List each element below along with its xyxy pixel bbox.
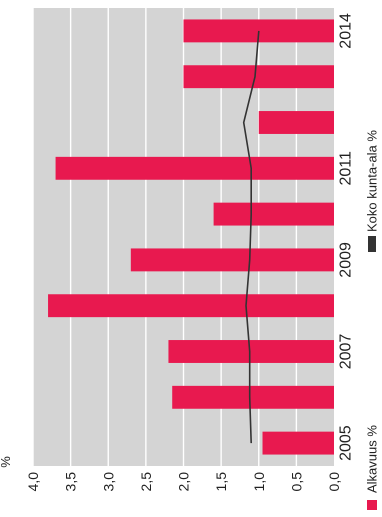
value-axis-unit: % xyxy=(0,456,13,468)
bar-2012 xyxy=(258,111,334,134)
bar-2005 xyxy=(262,431,334,455)
category-tick-label: 2014 xyxy=(337,13,354,49)
bar-2008 xyxy=(48,294,335,318)
bar-2006 xyxy=(172,385,334,409)
category-tick-label: 2005 xyxy=(337,425,354,461)
bar-2013 xyxy=(183,65,334,89)
value-tick-label: 4,0 xyxy=(25,472,41,492)
line-Koko kunta-ala % xyxy=(242,30,260,444)
legend-swatch xyxy=(367,500,377,510)
bar-2010 xyxy=(213,202,334,226)
value-tick-label: 1,0 xyxy=(251,472,267,492)
value-tick-label: 0,5 xyxy=(288,472,304,492)
bar-2011 xyxy=(55,156,334,180)
value-tick-label: 2,5 xyxy=(138,472,154,492)
legend-label: Koko kunta-ala % xyxy=(365,130,380,232)
value-axis-ticks: 0,0 0,5 1,0 1,5 2,0 2,5 3,0 3,5 4,0 xyxy=(25,472,342,492)
bars xyxy=(48,19,335,455)
legend-label: Alkavuus % xyxy=(365,425,380,493)
legend-swatch xyxy=(368,236,376,252)
bar-2009 xyxy=(130,248,334,272)
value-tick-label: 1,5 xyxy=(213,472,229,492)
category-tick-label: 2009 xyxy=(337,242,354,278)
value-tick-label: 3,5 xyxy=(63,472,79,492)
bar-2007 xyxy=(168,340,334,363)
value-tick-label: 0,0 xyxy=(326,472,342,492)
category-tick-label: 2007 xyxy=(337,334,354,370)
category-tick-label: 2011 xyxy=(337,151,354,186)
category-axis-ticks: 2005 2007 2009 2011 2014 xyxy=(337,13,354,461)
value-tick-label: 3,0 xyxy=(100,472,116,492)
value-tick-label: 2,0 xyxy=(176,472,192,492)
legend: Alkavuus % Koko kunta-ala % xyxy=(365,130,380,510)
line-series xyxy=(242,30,260,444)
